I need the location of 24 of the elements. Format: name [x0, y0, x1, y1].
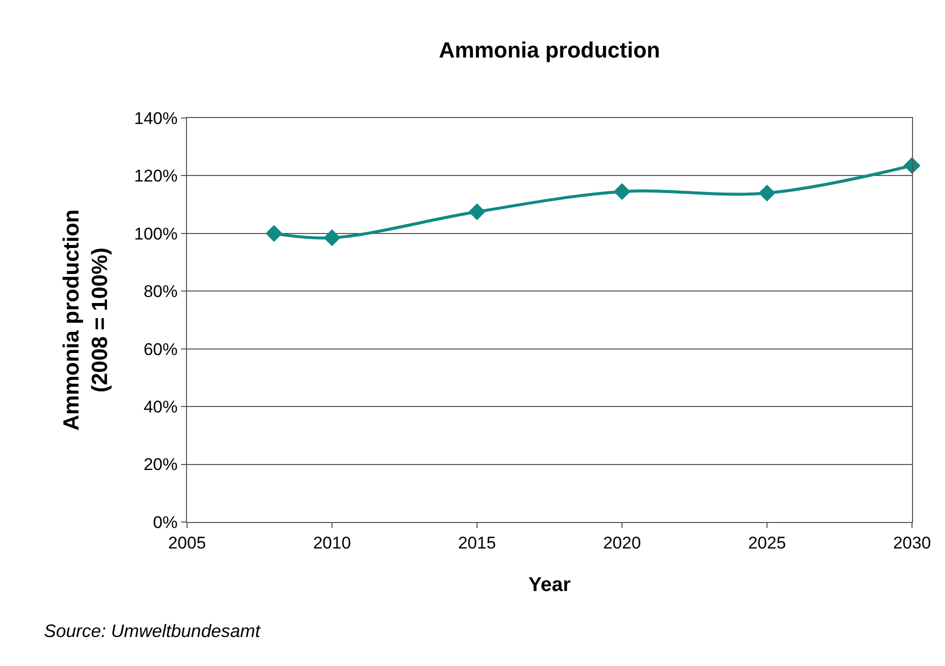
chart-title: Ammonia production [438, 38, 660, 63]
x-tick-label: 2010 [313, 533, 351, 552]
y-tick-label: 100% [134, 224, 178, 244]
x-tick-label: 2005 [168, 533, 206, 552]
point [758, 184, 776, 202]
y-axis-title: Ammonia production (2008 = 100%) [58, 209, 112, 431]
x-tick-label: 2020 [603, 533, 641, 552]
y-tick-label: 80% [144, 282, 178, 302]
point [468, 203, 486, 220]
y-tick-label: 20% [144, 455, 178, 474]
y-tick-label: 40% [144, 398, 178, 417]
source-note: Source: Umweltbundesamt [44, 621, 262, 641]
x-tick-label: 2025 [748, 533, 786, 552]
x-axis-title: Year [528, 574, 571, 596]
point [904, 157, 920, 174]
point [614, 183, 630, 200]
x-tick-label: 2030 [893, 533, 931, 552]
point [324, 229, 340, 246]
y-tick-label: 140% [134, 108, 178, 128]
y-tick-label: 120% [134, 166, 178, 186]
point [266, 224, 282, 242]
x-tick-label: 2015 [458, 533, 496, 552]
y-tick-label: 60% [144, 340, 178, 359]
y-tick-label: 0% [153, 512, 178, 532]
